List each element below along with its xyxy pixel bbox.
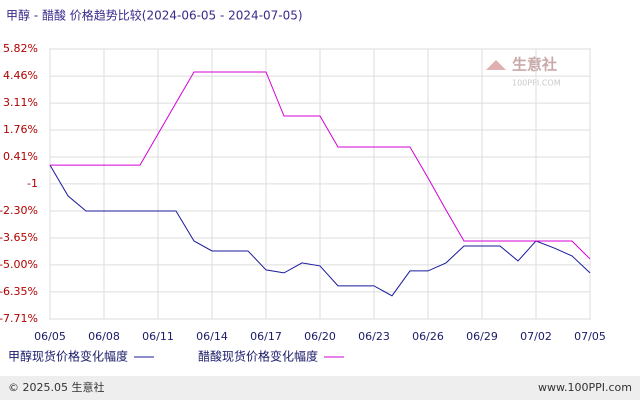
series-line bbox=[50, 71, 591, 260]
x-tick-label: 06/14 bbox=[196, 330, 228, 343]
y-tick-label: 1.76% bbox=[3, 123, 38, 136]
chart-title: 甲醇 - 醋酸 价格趋势比较(2024-06-05 - 2024-07-05) bbox=[6, 8, 303, 23]
footer-left: © 2025.05 生意社 bbox=[8, 380, 104, 394]
y-tick-label: -7.71% bbox=[0, 312, 38, 325]
x-tick-label: 06/05 bbox=[34, 330, 66, 343]
legend-label: 甲醇现货价格变化幅度 bbox=[8, 349, 128, 364]
y-tick-label: -2.30% bbox=[0, 204, 38, 217]
series-line bbox=[49, 164, 591, 297]
x-tick-label: 07/05 bbox=[574, 330, 606, 343]
watermark-name: 生意社 bbox=[512, 56, 557, 74]
x-tick-label: 06/29 bbox=[466, 330, 498, 343]
x-tick-label: 07/02 bbox=[520, 330, 552, 343]
legend-label: 醋酸现货价格变化幅度 bbox=[198, 349, 318, 364]
y-tick-label: 4.46% bbox=[3, 69, 38, 82]
y-tick-label: 5.82% bbox=[3, 42, 38, 55]
watermark-logo bbox=[486, 60, 506, 70]
x-tick-label: 06/23 bbox=[358, 330, 390, 343]
x-tick-label: 06/20 bbox=[304, 330, 336, 343]
x-tick-label: 06/17 bbox=[250, 330, 282, 343]
y-tick-label: -5.00% bbox=[0, 258, 38, 271]
y-tick-label: -6.35% bbox=[0, 285, 38, 298]
y-tick-label: -1 bbox=[27, 177, 38, 190]
footer-right: www.100PPI.com bbox=[538, 381, 632, 394]
y-tick-label: 3.11% bbox=[3, 96, 38, 109]
x-tick-label: 06/08 bbox=[88, 330, 120, 343]
y-tick-label: -3.65% bbox=[0, 231, 38, 244]
footer-bar bbox=[0, 376, 640, 400]
x-tick-label: 06/26 bbox=[412, 330, 444, 343]
x-tick-label: 06/11 bbox=[142, 330, 174, 343]
y-tick-label: 0.41% bbox=[3, 150, 38, 163]
